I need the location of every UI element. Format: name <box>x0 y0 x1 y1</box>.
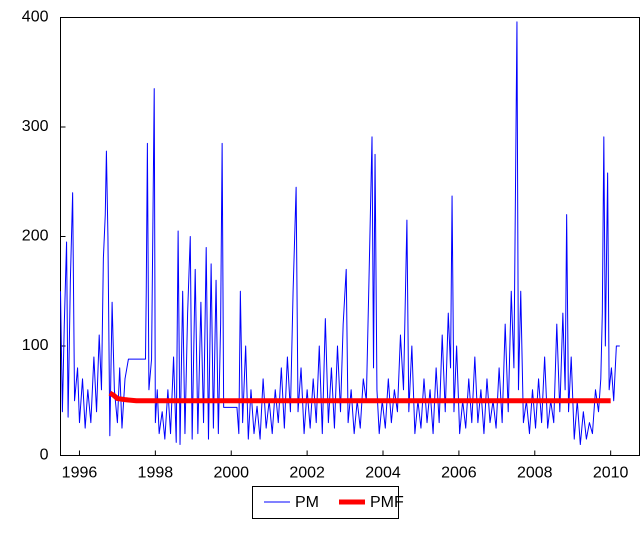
y-tick-label: 200 <box>22 228 49 245</box>
legend-label: PMF <box>370 494 404 511</box>
x-tick-label: 1998 <box>138 465 174 482</box>
x-tick-label: 1996 <box>62 465 98 482</box>
series-line <box>60 21 620 446</box>
y-tick-label: 300 <box>22 118 49 135</box>
x-tick-label: 2004 <box>365 465 401 482</box>
series-line <box>108 390 611 404</box>
x-tick-label: 2008 <box>517 465 553 482</box>
x-tick-label: 2000 <box>213 465 249 482</box>
y-tick-label: 400 <box>22 9 49 26</box>
y-tick-label: 100 <box>22 337 49 354</box>
legend-label: PM <box>295 494 319 511</box>
legend: PM PMF <box>252 486 404 519</box>
plot-frame <box>60 17 640 456</box>
x-tick-label: 2006 <box>441 465 477 482</box>
x-tick-label: 2010 <box>593 465 629 482</box>
y-tick-label: 0 <box>40 447 49 464</box>
x-tick-label: 2002 <box>289 465 325 482</box>
